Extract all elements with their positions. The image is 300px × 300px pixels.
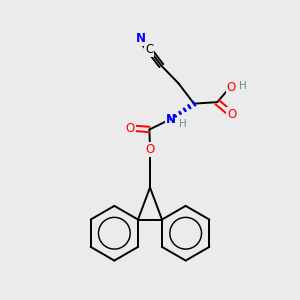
Text: O: O <box>146 143 154 156</box>
Text: N: N <box>136 32 146 45</box>
Text: O: O <box>226 81 236 94</box>
Text: H: H <box>238 80 246 91</box>
Text: N: N <box>166 112 176 126</box>
Text: O: O <box>125 122 135 134</box>
Text: O: O <box>227 108 237 122</box>
Text: H: H <box>179 118 187 128</box>
Text: C: C <box>145 43 153 56</box>
